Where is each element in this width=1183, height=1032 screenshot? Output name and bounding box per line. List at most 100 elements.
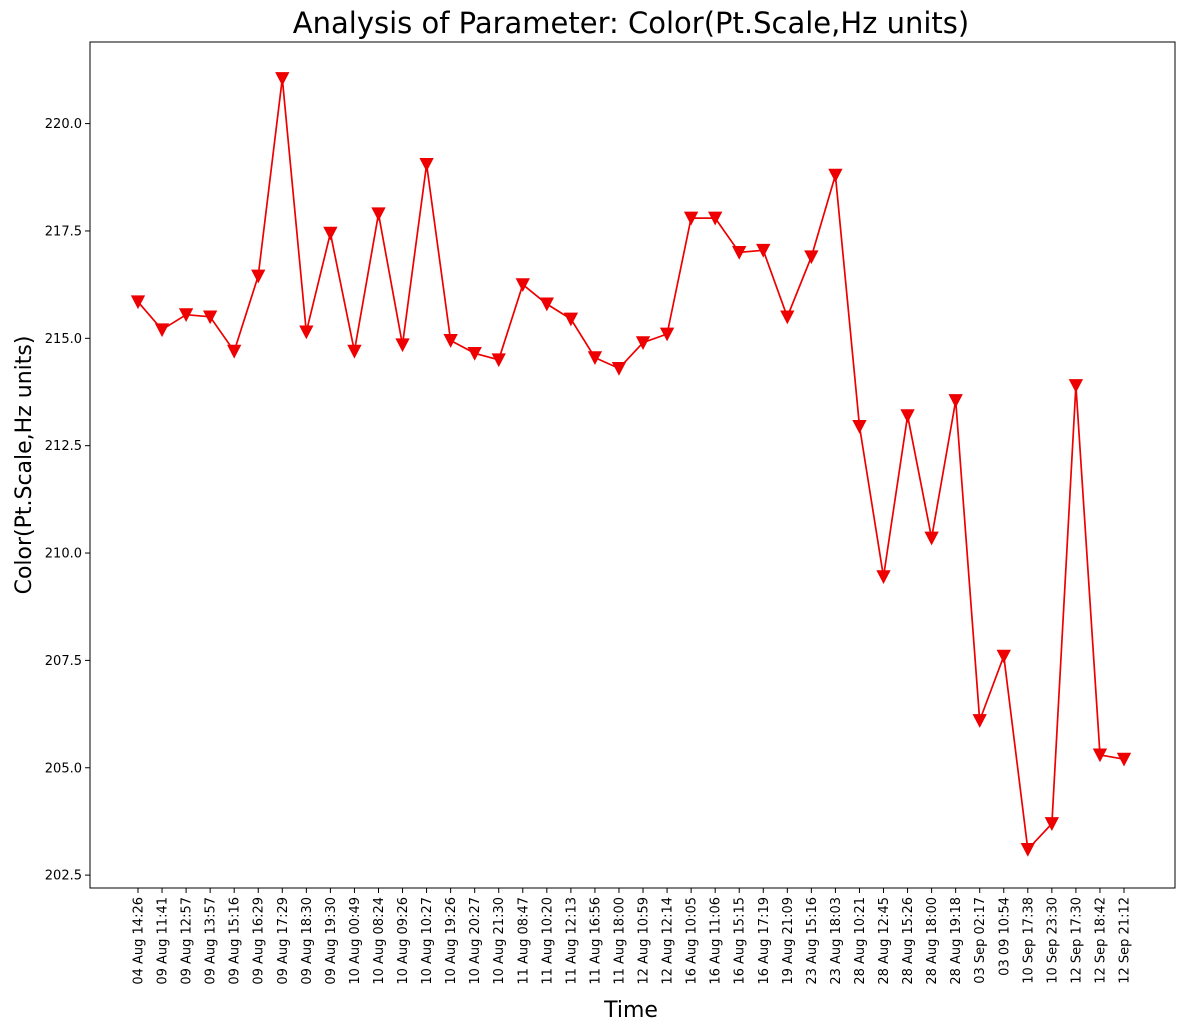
data-point-marker [828, 168, 843, 183]
x-tick-label: 09 Aug 19:30 [324, 897, 339, 985]
chart-title: Analysis of Parameter: Color(Pt.Scale,Hz… [293, 6, 969, 40]
y-axis: 202.5 205.0 207.5 210.0 212.5 215.0 217.5 220.0 [45, 117, 90, 884]
x-tick-label: 12 Aug 12:14 [661, 897, 676, 985]
data-point-marker [299, 325, 314, 340]
data-point-marker [227, 344, 242, 359]
y-tick-label: 217.5 [45, 224, 82, 239]
data-point-marker [178, 308, 194, 323]
x-tick-label: 11 Aug 08:47 [516, 897, 531, 985]
x-tick-label: 10 Aug 09:26 [396, 897, 411, 985]
y-tick-label: 220.0 [45, 117, 82, 132]
x-tick-label: 11 Aug 16:56 [588, 897, 603, 985]
y-tick-label: 212.5 [45, 439, 82, 454]
data-point-marker [371, 207, 386, 222]
y-tick-label: 215.0 [45, 332, 82, 347]
x-tick-label: 09 Aug 15:16 [228, 897, 243, 985]
x-tick-label: 16 Aug 15:15 [733, 897, 748, 985]
data-point-marker [1116, 752, 1132, 767]
data-point-marker [515, 278, 530, 293]
data-point-marker [251, 269, 266, 284]
data-point-marker [948, 394, 963, 408]
x-tick-label: 16 Aug 17:19 [757, 897, 772, 985]
data-point-marker [491, 353, 506, 368]
data-point-marker [130, 295, 146, 310]
x-tick-label: 10 Aug 19:26 [444, 897, 459, 985]
x-axis: 04 Aug 14:26 09 Aug 11:41 09 Aug 12:57 09 A… [132, 888, 1133, 985]
x-tick-label: 28 Aug 12:45 [877, 897, 892, 985]
x-tick-label: 28 Aug 10:21 [853, 897, 868, 985]
x-tick-label: 23 Aug 15:16 [805, 897, 820, 985]
data-point-marker [635, 336, 651, 350]
x-axis-label: Time [603, 998, 658, 1023]
data-point-marker [539, 297, 554, 312]
x-tick-label: 03 Sep 02:17 [973, 897, 988, 984]
x-tick-label: 28 Aug 19:18 [949, 897, 964, 985]
x-tick-label: 28 Aug 18:00 [925, 897, 940, 985]
data-point-marker [852, 419, 867, 434]
data-point-marker [443, 334, 458, 348]
x-tick-label: 10 Aug 20:27 [468, 897, 483, 985]
y-tick-label: 207.5 [45, 654, 82, 669]
data-point-marker [996, 649, 1011, 664]
x-tick-label: 09 Aug 13:57 [204, 897, 219, 985]
data-point-marker [323, 226, 338, 241]
plot-area [89, 41, 1176, 889]
data-point-marker [924, 531, 939, 546]
x-tick-label: 09 Aug 18:30 [300, 897, 315, 985]
x-tick-label: 11 Aug 12:13 [564, 897, 579, 985]
data-point-marker [275, 72, 290, 86]
data-point-marker [732, 246, 747, 260]
data-point-marker [804, 250, 819, 265]
y-axis-label: Color(Pt.Scale,Hz units) [12, 336, 37, 595]
x-tick-label: 09 Aug 12:57 [180, 897, 195, 985]
data-point-marker [756, 243, 771, 258]
x-tick-label: 11 Aug 10:20 [540, 897, 555, 985]
x-tick-label: 10 Aug 10:27 [420, 897, 435, 985]
y-tick-label: 210.0 [45, 547, 82, 562]
series-layer [130, 72, 1132, 857]
data-point-marker [683, 211, 699, 226]
x-tick-label: 12 Sep 18:42 [1093, 897, 1108, 984]
data-point-marker [1044, 817, 1060, 831]
data-point-marker [900, 409, 915, 423]
data-point-marker [1068, 379, 1084, 393]
data-point-marker [972, 714, 987, 728]
x-tick-label: 16 Aug 11:06 [709, 897, 724, 985]
x-tick-label: 09 Aug 11:41 [156, 897, 171, 985]
data-point-marker [154, 323, 170, 338]
x-tick-label: 10 Sep 17:38 [1021, 897, 1036, 984]
data-point-marker [876, 570, 891, 585]
series-line [137, 78, 1125, 852]
data-point-marker [467, 346, 482, 361]
x-tick-label: 10 Aug 21:30 [492, 897, 507, 985]
data-point-marker [780, 310, 795, 325]
data-point-marker [611, 361, 627, 376]
x-tick-label: 16 Aug 10:05 [685, 897, 700, 985]
data-point-marker [1092, 748, 1108, 763]
x-tick-label: 10 Aug 08:24 [372, 897, 387, 985]
x-tick-label: 04 Aug 14:26 [132, 897, 147, 985]
data-point-marker [708, 211, 723, 226]
y-tick-label: 205.0 [45, 761, 82, 776]
data-point-marker [659, 327, 675, 342]
x-tick-label: 28 Aug 15:26 [901, 897, 916, 985]
x-tick-label: 03 09 10:54 [997, 897, 1012, 976]
x-tick-label: 19 Aug 21:09 [781, 897, 796, 985]
data-point-marker [563, 312, 579, 327]
data-point-marker [202, 310, 218, 325]
x-tick-label: 12 Sep 21:12 [1118, 897, 1133, 984]
x-tick-label: 11 Aug 18:00 [612, 897, 627, 985]
x-tick-label: 12 Aug 10:59 [637, 897, 652, 985]
y-tick-label: 202.5 [45, 869, 82, 884]
x-tick-label: 10 Sep 23:30 [1045, 897, 1060, 984]
x-tick-label: 23 Aug 18:03 [829, 897, 844, 985]
x-tick-label: 09 Aug 17:29 [276, 897, 291, 985]
x-tick-label: 10 Aug 00:49 [348, 897, 363, 985]
data-point-marker [419, 157, 434, 172]
data-point-marker [1020, 842, 1035, 857]
x-tick-label: 12 Sep 17:30 [1069, 897, 1084, 984]
data-point-marker [395, 338, 410, 353]
data-point-marker [347, 344, 362, 359]
data-point-marker [587, 351, 603, 366]
